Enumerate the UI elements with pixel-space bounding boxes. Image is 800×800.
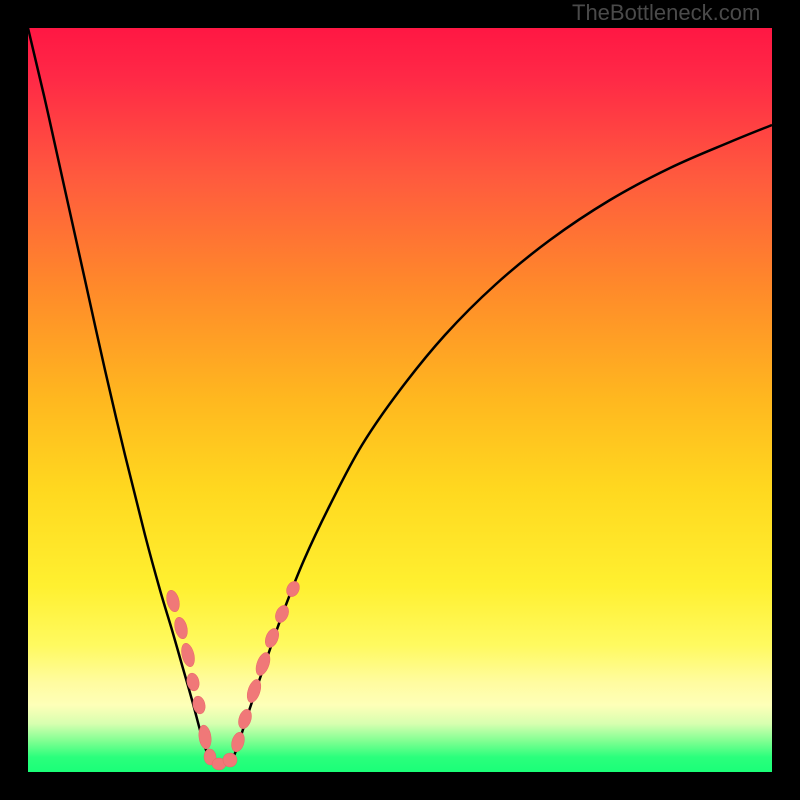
data-marker xyxy=(263,626,282,649)
data-marker xyxy=(229,731,246,754)
watermark-text: TheBottleneck.com xyxy=(572,0,760,26)
curve-right xyxy=(232,125,772,761)
chart-plot-area xyxy=(28,28,772,772)
data-marker xyxy=(191,695,206,715)
data-marker xyxy=(236,708,254,731)
data-marker xyxy=(253,651,272,678)
data-marker xyxy=(284,579,302,599)
data-marker xyxy=(185,672,200,692)
bottleneck-curve xyxy=(0,0,800,800)
data-marker xyxy=(245,678,264,705)
data-marker xyxy=(273,603,291,624)
